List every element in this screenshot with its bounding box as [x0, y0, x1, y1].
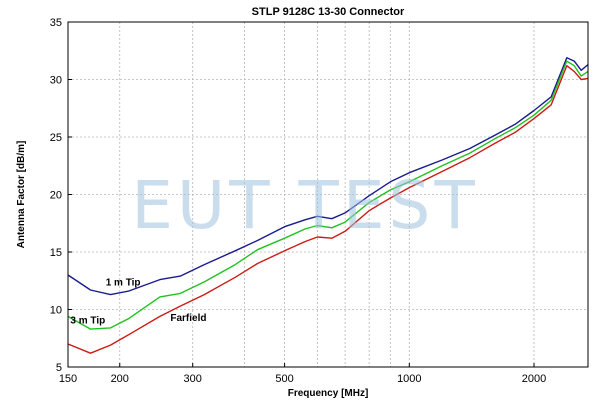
- x-tick-label: 150: [59, 373, 77, 385]
- series-annotations: 1 m Tip 3 m Tip Farfield: [70, 277, 206, 326]
- x-tick-label: 300: [184, 373, 202, 385]
- y-tick-label: 25: [50, 132, 62, 144]
- x-tick-label: 1000: [397, 373, 421, 385]
- annotation-label: 1 m Tip: [106, 277, 141, 288]
- y-tick-label: 5: [56, 362, 62, 374]
- annotation-label: 3 m Tip: [70, 315, 105, 326]
- series-line-farfield: [67, 64, 589, 354]
- series-line-3-m-tip: [67, 60, 589, 330]
- chart-title: STLP 9128C 13-30 Connector: [252, 6, 405, 18]
- series-line-1-m-tip: [67, 57, 589, 296]
- y-axis-label: Antenna Factor [dB/m]: [16, 141, 27, 249]
- tick-labels: 150 200 300 500 1000 2000 5 10 15 20 25 30 35: [50, 17, 547, 385]
- watermark-text: EUT TEST: [131, 167, 479, 244]
- y-tick-label: 15: [50, 247, 62, 259]
- y-tick-label: 30: [50, 75, 62, 87]
- y-tick-label: 35: [50, 17, 62, 29]
- x-tick-label: 2000: [522, 373, 546, 385]
- x-tick-label: 500: [275, 373, 293, 385]
- y-tick-label: 20: [50, 190, 62, 202]
- x-tick-label: 200: [111, 373, 129, 385]
- grid: [68, 22, 588, 367]
- x-axis-label: Frequency [MHz]: [288, 388, 369, 399]
- series-group: [67, 57, 589, 354]
- annotation-label: Farfield: [170, 313, 206, 324]
- y-tick-label: 10: [50, 305, 62, 317]
